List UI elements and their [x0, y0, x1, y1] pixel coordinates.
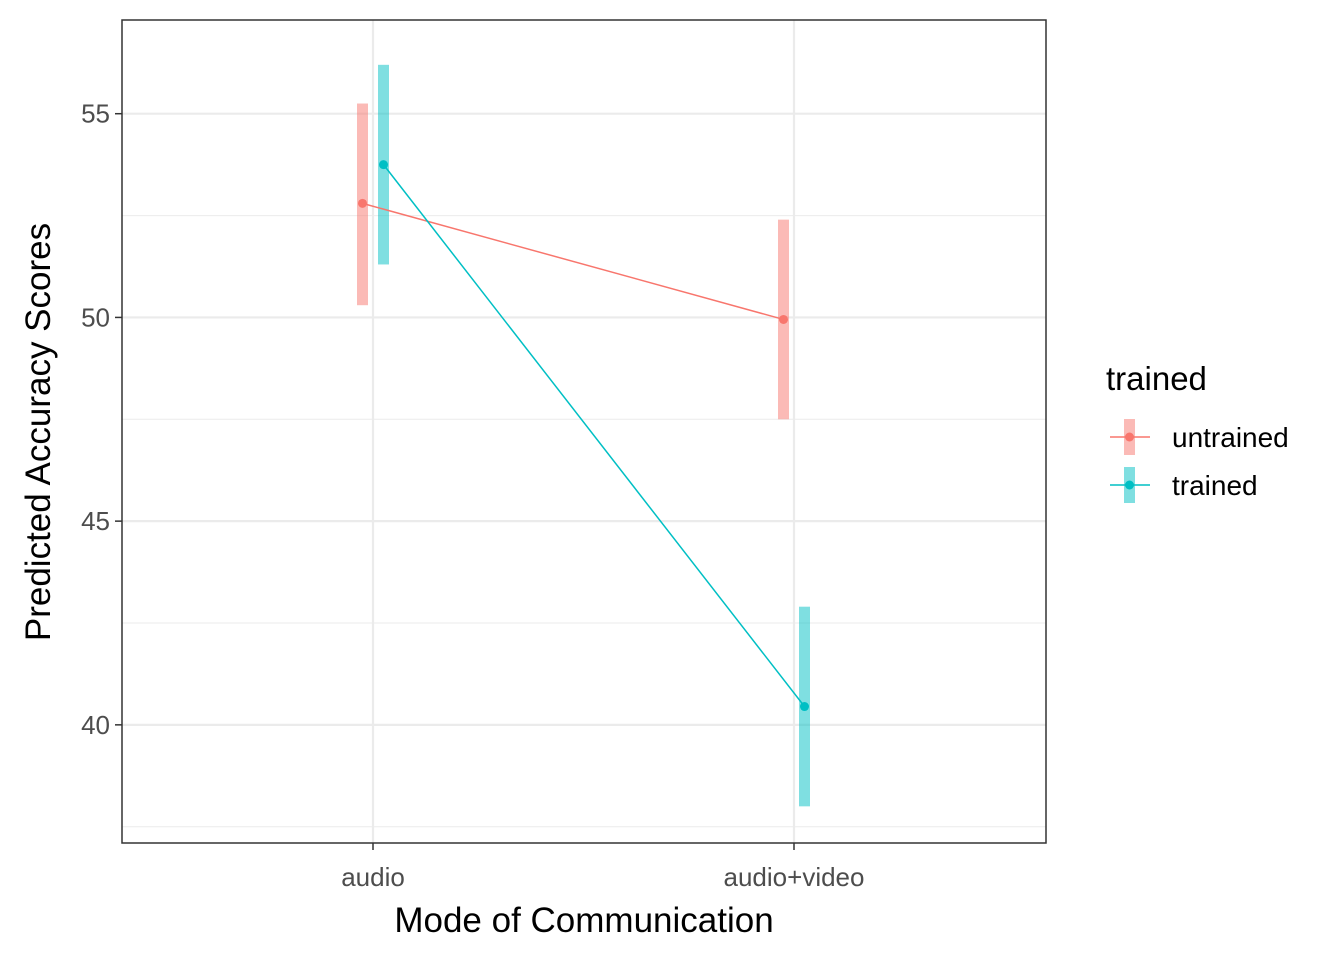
- line-trained: [382, 164, 806, 707]
- error-bar-layer: [357, 64, 810, 807]
- y-tick-label: 45: [81, 506, 110, 536]
- axis-tick-layer: [115, 112, 795, 850]
- point-untrained: [358, 198, 367, 208]
- point-untrained: [779, 314, 788, 324]
- x-axis-title: Mode of Communication: [394, 901, 773, 940]
- legend-label: untrained: [1172, 422, 1289, 453]
- panel-border: [121, 19, 1047, 844]
- point-trained: [800, 702, 809, 712]
- legend: trained untrained trained: [1106, 360, 1289, 503]
- y-tick-label: 40: [81, 710, 110, 740]
- legend-items: untrained trained: [1110, 419, 1289, 503]
- legend-key-point: [1125, 480, 1134, 490]
- legend-title: trained: [1106, 360, 1207, 397]
- y-axis-title: Predicted Accuracy Scores: [19, 223, 58, 641]
- legend-item-untrained: untrained: [1110, 419, 1289, 455]
- y-tick-label: 55: [81, 99, 110, 129]
- legend-item-trained: trained: [1110, 467, 1258, 503]
- point-layer: [358, 160, 809, 712]
- line-untrained: [362, 202, 784, 321]
- x-tick-label: audio: [341, 862, 405, 892]
- legend-key-point: [1125, 432, 1134, 442]
- y-tick-label: 50: [81, 302, 110, 332]
- legend-label: trained: [1172, 470, 1258, 501]
- x-tick-label: audio+video: [724, 862, 865, 892]
- point-trained: [379, 160, 388, 170]
- line-layer: [362, 164, 806, 707]
- grid-layer: [122, 20, 1046, 843]
- tick-label-layer: 40 45 50 55 audio audio+video: [81, 99, 864, 892]
